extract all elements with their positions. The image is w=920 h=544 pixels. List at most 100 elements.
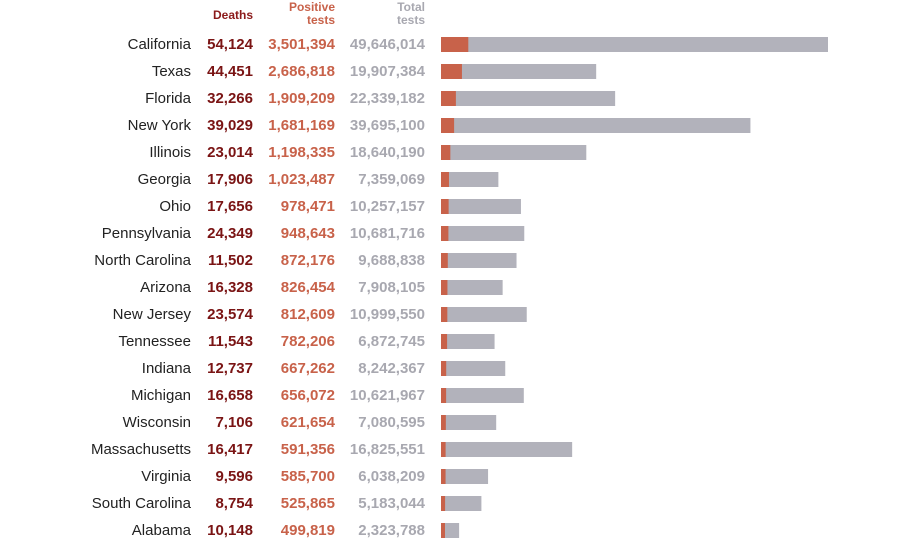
positive-tests-bar (441, 442, 446, 457)
total-tests-bar (441, 64, 597, 79)
table-row: New York 39,029 1,681,169 39,695,100 (0, 112, 920, 139)
positive-tests-bar (441, 361, 447, 376)
positive-tests-value: 948,643 (280, 225, 335, 242)
positive-tests-bar (441, 226, 449, 241)
positive-tests-bar (441, 388, 447, 403)
positive-tests-value: 3,501,394 (268, 36, 335, 53)
positive-tests-value: 591,356 (280, 441, 335, 458)
state-name: Indiana (141, 360, 191, 377)
header-total-line1: Total (397, 0, 425, 14)
positive-tests-bar (441, 280, 448, 295)
total-tests-value: 9,688,838 (358, 252, 425, 269)
total-tests-value: 39,695,100 (349, 117, 425, 134)
deaths-value: 44,451 (207, 63, 253, 80)
deaths-value: 17,656 (207, 198, 253, 215)
total-tests-bar (441, 523, 460, 538)
deaths-value: 10,148 (207, 522, 253, 539)
positive-tests-bar (441, 145, 451, 160)
positive-tests-bar (441, 118, 455, 133)
header-total-tests: Total tests (335, 1, 425, 27)
total-tests-value: 10,681,716 (349, 225, 425, 242)
positive-tests-value: 1,681,169 (268, 117, 335, 134)
state-name: South Carolina (91, 495, 191, 512)
total-tests-value: 18,640,190 (349, 144, 425, 161)
deaths-value: 8,754 (215, 495, 253, 512)
deaths-value: 16,417 (207, 441, 253, 458)
positive-tests-value: 872,176 (280, 252, 335, 269)
table-row: Georgia 17,906 1,023,487 7,359,069 (0, 166, 920, 193)
table-row: Virginia 9,596 585,700 6,038,209 (0, 463, 920, 490)
header-positive-tests: Positive tests (245, 1, 335, 27)
state-name: Alabama (131, 522, 191, 539)
positive-tests-value: 1,909,209 (268, 90, 335, 107)
deaths-value: 23,574 (207, 306, 253, 323)
total-tests-bar (441, 280, 503, 295)
positive-tests-bar (441, 91, 456, 106)
total-tests-value: 10,257,157 (349, 198, 425, 215)
state-name: New Jersey (112, 306, 191, 323)
total-tests-value: 19,907,384 (349, 63, 425, 80)
state-name: North Carolina (94, 252, 191, 269)
deaths-value: 16,328 (207, 279, 253, 296)
state-name: Arizona (140, 279, 191, 296)
total-tests-value: 7,080,595 (358, 414, 425, 431)
total-tests-bar (441, 37, 828, 52)
positive-tests-value: 812,609 (280, 306, 335, 323)
table-row: North Carolina 11,502 872,176 9,688,838 (0, 247, 920, 274)
table-row: Illinois 23,014 1,198,335 18,640,190 (0, 139, 920, 166)
total-tests-bar (441, 469, 489, 484)
table-row: Texas 44,451 2,686,818 19,907,384 (0, 58, 920, 85)
positive-tests-value: 782,206 (280, 333, 335, 350)
table-row: Michigan 16,658 656,072 10,621,967 (0, 382, 920, 409)
total-tests-bar (441, 199, 521, 214)
positive-tests-bar (441, 334, 448, 349)
table-row: Tennessee 11,543 782,206 6,872,745 (0, 328, 920, 355)
deaths-value: 9,596 (215, 468, 253, 485)
total-tests-value: 6,872,745 (358, 333, 425, 350)
total-tests-value: 10,999,550 (349, 306, 425, 323)
total-tests-value: 49,646,014 (349, 36, 425, 53)
state-name: Wisconsin (122, 414, 191, 431)
state-name: Massachusetts (90, 441, 191, 458)
positive-tests-bar (441, 415, 446, 430)
deaths-value: 23,014 (207, 144, 253, 161)
table-row: Ohio 17,656 978,471 10,257,157 (0, 193, 920, 220)
positive-tests-bar (441, 172, 449, 187)
total-tests-value: 16,825,551 (349, 441, 425, 458)
positive-tests-value: 2,686,818 (268, 63, 335, 80)
positive-tests-value: 621,654 (280, 414, 335, 431)
table-row: New Jersey 23,574 812,609 10,999,550 (0, 301, 920, 328)
header-deaths: Deaths (212, 8, 253, 22)
state-name: Illinois (149, 144, 191, 161)
state-name: Georgia (137, 171, 191, 188)
total-tests-bar (441, 145, 587, 160)
total-tests-bar (441, 334, 495, 349)
table-row: Florida 32,266 1,909,209 22,339,182 (0, 85, 920, 112)
total-tests-bar (441, 388, 524, 403)
positive-tests-value: 667,262 (280, 360, 335, 377)
state-name: Florida (145, 90, 191, 107)
state-name: Virginia (141, 468, 191, 485)
deaths-value: 7,106 (215, 414, 253, 431)
deaths-value: 11,502 (207, 252, 253, 269)
total-tests-value: 2,323,788 (358, 522, 425, 539)
state-name: Tennessee (118, 333, 191, 350)
deaths-value: 32,266 (207, 90, 253, 107)
table-row: South Carolina 8,754 525,865 5,183,044 (0, 490, 920, 517)
total-tests-bar (441, 118, 751, 133)
positive-tests-value: 656,072 (280, 387, 335, 404)
total-tests-bar (441, 172, 499, 187)
positive-tests-value: 978,471 (280, 198, 335, 215)
header-positive-line1: Positive (288, 0, 335, 14)
total-tests-value: 7,908,105 (358, 279, 425, 296)
total-tests-value: 10,621,967 (349, 387, 425, 404)
positive-tests-bar (441, 199, 449, 214)
positive-tests-bar (441, 469, 446, 484)
total-tests-bar (441, 496, 482, 511)
deaths-value: 16,658 (207, 387, 253, 404)
table-row: Indiana 12,737 667,262 8,242,367 (0, 355, 920, 382)
positive-tests-value: 525,865 (280, 495, 335, 512)
positive-tests-bar (441, 253, 448, 268)
positive-tests-bar (441, 523, 445, 538)
